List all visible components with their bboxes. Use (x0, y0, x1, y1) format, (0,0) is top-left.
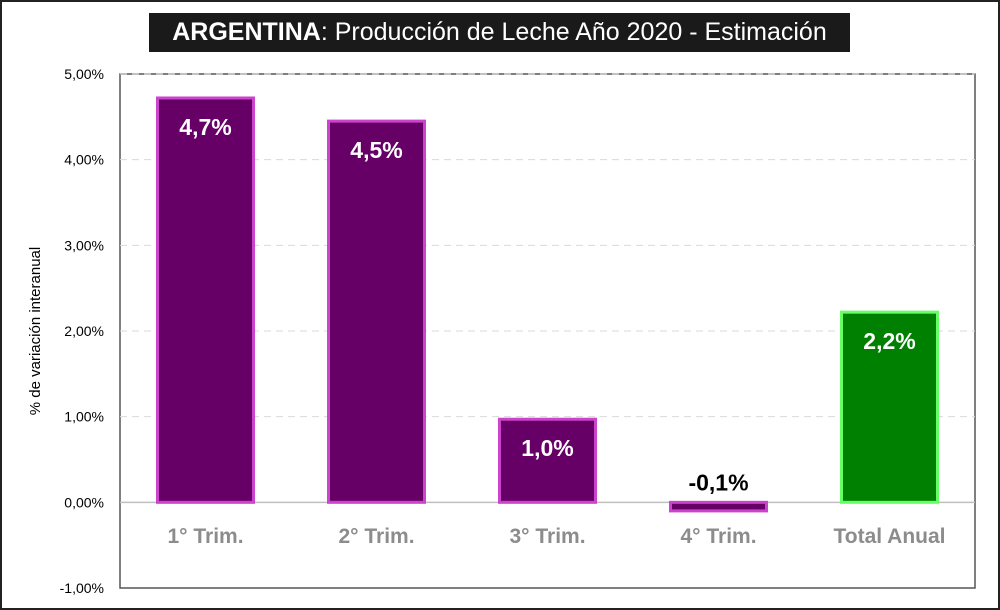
chart-title-rest: : Producción de Leche Año 2020 - Estimac… (320, 18, 827, 46)
bar (498, 417, 597, 504)
data-label: 2,2% (863, 328, 915, 354)
x-category-label: 2° Trim. (338, 525, 414, 548)
chart-title: ARGENTINA: Producción de Leche Año 2020 … (149, 13, 850, 52)
data-labels: 4,7% 4,5% 1,0% -0,1% 2,2% (179, 114, 915, 495)
y-tick-label: 2,00% (64, 323, 104, 339)
x-category-label: 3° Trim. (509, 525, 585, 548)
y-tick-label: -1,00% (60, 580, 104, 596)
x-axis-categories: 1° Trim. 2° Trim. 3° Trim. 4° Trim. Total An… (167, 525, 945, 548)
bars (156, 96, 939, 513)
x-category-label: Total Anual (834, 525, 946, 548)
y-tick-label: 1,00% (64, 409, 104, 425)
bar (840, 310, 939, 504)
bar (156, 96, 255, 504)
chart-title-bold: ARGENTINA (172, 18, 321, 46)
y-axis-label: % de variación interanual (27, 247, 44, 415)
y-tick-label: 5,00% (64, 66, 104, 82)
x-category-label: 4° Trim. (680, 525, 756, 548)
bar (327, 119, 426, 504)
y-axis-ticks: 5,00% 4,00% 3,00% 2,00% 1,00% 0,00% -1,00% (60, 66, 104, 596)
data-label: 4,5% (350, 137, 402, 163)
x-category-label: 1° Trim. (167, 525, 243, 548)
y-tick-label: 3,00% (64, 237, 104, 253)
data-label: 1,0% (521, 435, 573, 461)
data-label: -0,1% (688, 469, 748, 495)
bar (669, 500, 768, 513)
y-tick-label: 0,00% (64, 494, 104, 510)
data-label: 4,7% (179, 114, 231, 140)
y-tick-label: 4,00% (64, 152, 104, 168)
